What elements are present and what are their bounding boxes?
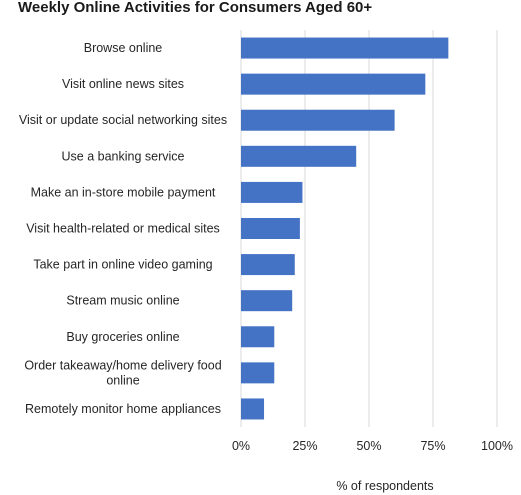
category-label: Browse online <box>84 41 163 55</box>
category-label: Visit or update social networking sites <box>19 113 227 127</box>
category-label: Order takeaway/home delivery food online <box>24 358 221 387</box>
x-tick-label: 0% <box>232 439 250 453</box>
bar <box>241 73 426 95</box>
category-label: Take part in online video gaming <box>33 258 212 272</box>
category-label: Use a banking service <box>62 149 185 163</box>
category-label: Stream music online <box>66 294 179 308</box>
bar <box>241 290 293 312</box>
bar <box>241 398 265 420</box>
bar <box>241 181 303 203</box>
bar <box>241 37 449 59</box>
gridlines <box>240 30 498 427</box>
category-label: Visit online news sites <box>62 77 184 91</box>
category-labels: Browse online Visit online news sites Visi… <box>19 41 227 416</box>
x-tick-label: 100% <box>481 439 513 453</box>
category-label: Make an in-store mobile payment <box>31 185 216 199</box>
bar <box>241 362 275 384</box>
x-tick-label: 25% <box>292 439 317 453</box>
x-tick-label: 50% <box>356 439 381 453</box>
x-axis-label: % of respondents <box>336 479 433 493</box>
x-tick-label: 75% <box>420 439 445 453</box>
category-label: Buy groceries online <box>66 330 179 344</box>
chart-title: Weekly Online Activities for Consumers A… <box>18 0 372 16</box>
bar <box>241 218 300 239</box>
x-tick-labels: 0% 25% 50% 75% 100% <box>232 439 513 453</box>
bar <box>241 109 395 131</box>
bars <box>241 37 449 420</box>
category-label: Visit health-related or medical sites <box>26 222 220 236</box>
bar <box>241 326 275 348</box>
bar <box>241 254 295 276</box>
bar <box>241 145 357 167</box>
category-label: Remotely monitor home appliances <box>25 402 221 416</box>
